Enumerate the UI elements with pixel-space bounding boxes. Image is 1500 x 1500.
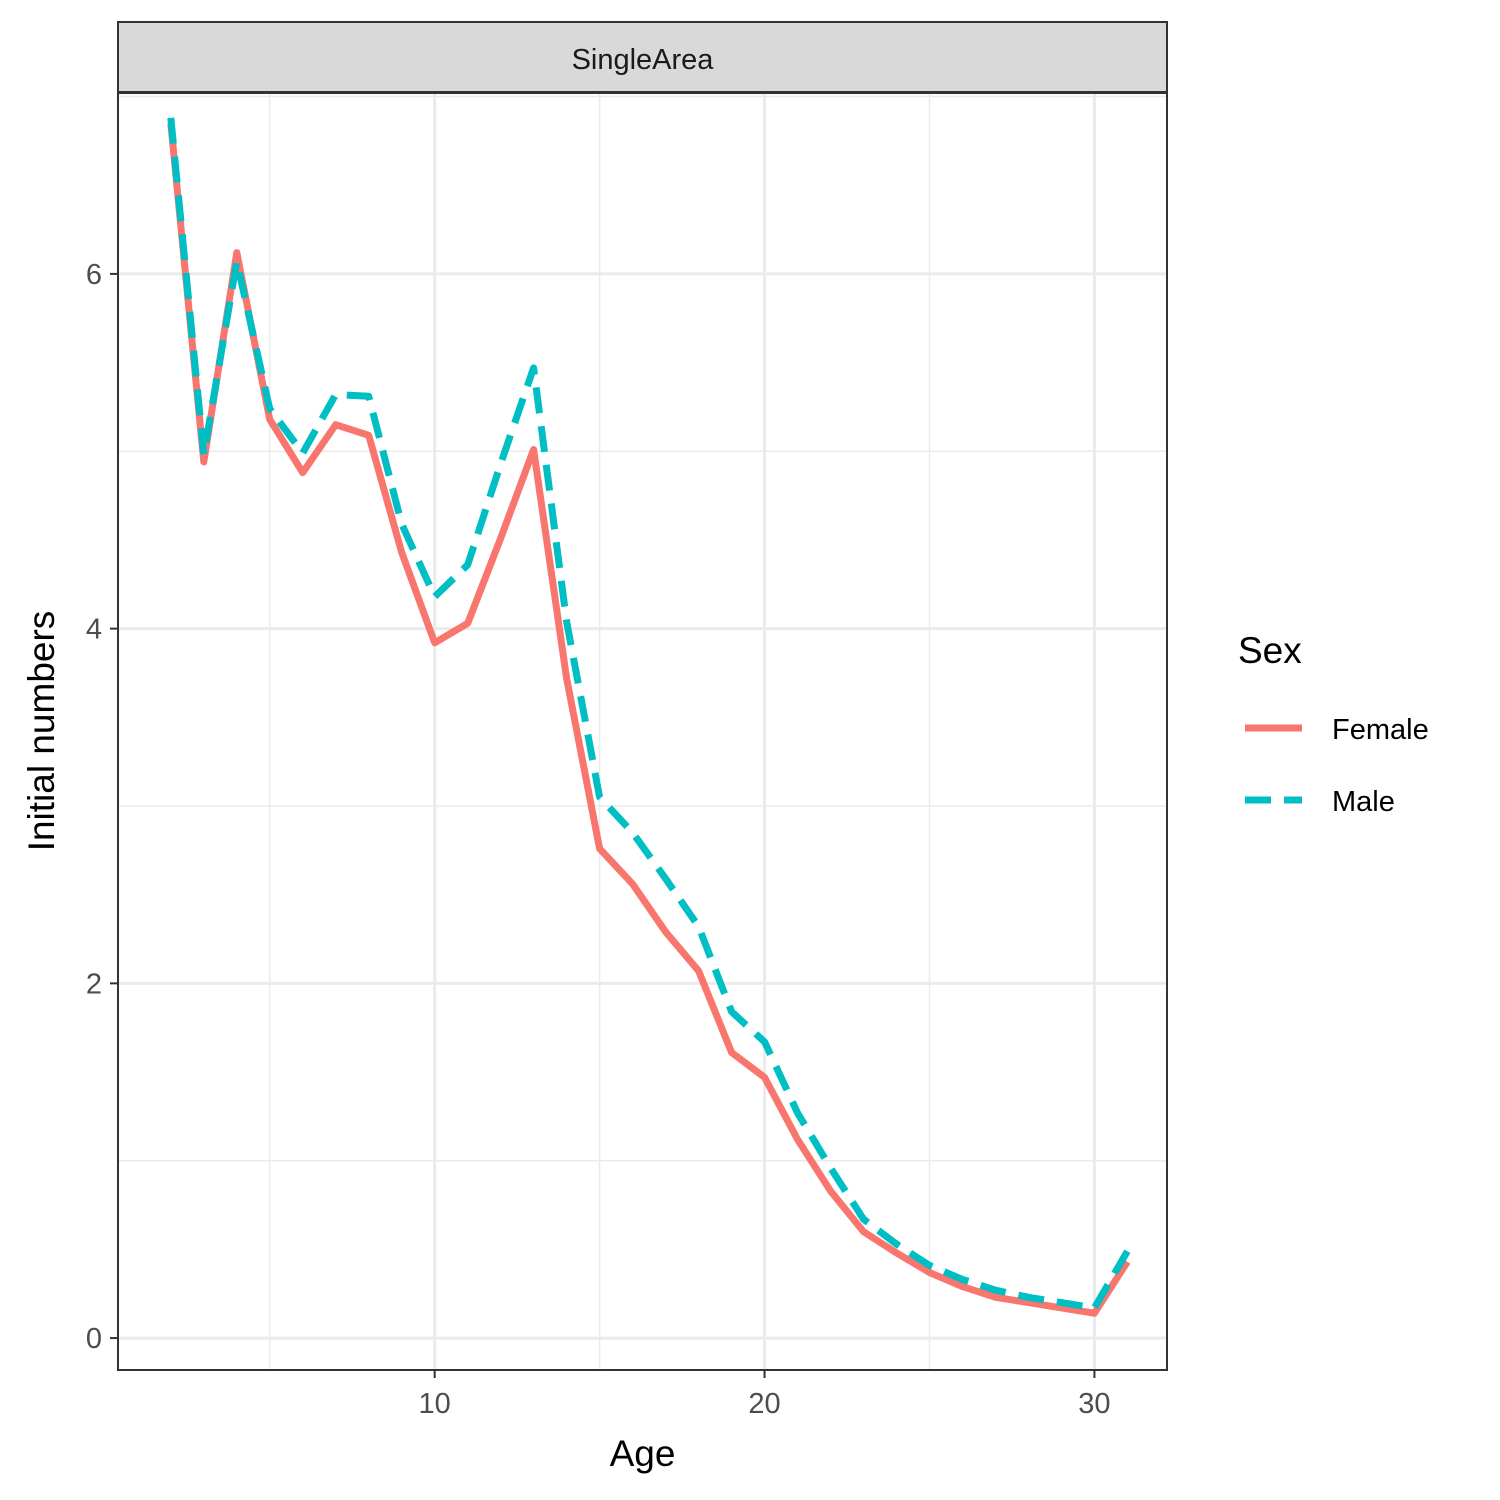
y-tick-label: 6 <box>86 259 102 291</box>
series-line-male <box>167 117 1131 1312</box>
facet-strip-background <box>117 21 1168 93</box>
x-axis: 10 20 30 <box>419 1370 1111 1420</box>
series-layer <box>167 117 1131 1317</box>
y-tick-label: 0 <box>86 1323 102 1355</box>
legend-label-male: Male <box>1332 786 1395 818</box>
y-axis: 0 2 4 6 <box>86 259 118 1355</box>
y-tick-label: 2 <box>86 968 102 1000</box>
plot-panel <box>118 93 1167 1370</box>
major-gridlines <box>118 93 1167 1370</box>
x-axis-title: Age <box>610 1433 676 1474</box>
plot-panel-border <box>117 92 1168 1371</box>
y-tick-label: 4 <box>86 614 102 646</box>
facet-strip-label: SingleArea <box>572 44 715 76</box>
x-tick-label: 10 <box>419 1388 451 1420</box>
legend: Sex Female Male <box>1238 630 1429 818</box>
facet-strip: SingleArea <box>117 21 1168 93</box>
series-line-female <box>167 122 1131 1317</box>
legend-label-female: Female <box>1332 714 1429 746</box>
y-axis-title: Initial numbers <box>21 611 62 852</box>
x-tick-label: 30 <box>1078 1388 1110 1420</box>
x-tick-label: 20 <box>748 1388 780 1420</box>
legend-title: Sex <box>1238 630 1302 671</box>
